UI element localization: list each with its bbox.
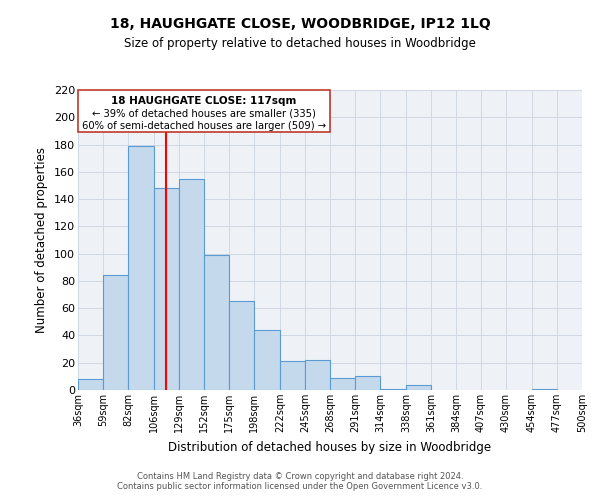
Text: Contains public sector information licensed under the Open Government Licence v3: Contains public sector information licen… [118,482,482,491]
Bar [330,378,355,390]
Bar [103,276,128,390]
Bar [229,302,254,390]
Bar [532,388,557,390]
Bar [355,376,380,390]
X-axis label: Distribution of detached houses by size in Woodbridge: Distribution of detached houses by size … [169,440,491,454]
Bar [254,330,280,390]
Text: 18, HAUGHGATE CLOSE, WOODBRIDGE, IP12 1LQ: 18, HAUGHGATE CLOSE, WOODBRIDGE, IP12 1L… [110,18,490,32]
Text: 60% of semi-detached houses are larger (509) →: 60% of semi-detached houses are larger (… [82,121,326,131]
Bar [154,188,179,390]
Bar [179,178,204,390]
Bar [204,255,229,390]
Bar [380,388,406,390]
Bar [78,379,103,390]
FancyBboxPatch shape [78,90,330,132]
Y-axis label: Number of detached properties: Number of detached properties [35,147,49,333]
Text: Contains HM Land Registry data © Crown copyright and database right 2024.: Contains HM Land Registry data © Crown c… [137,472,463,481]
Bar [305,360,330,390]
Bar [280,362,305,390]
Text: Size of property relative to detached houses in Woodbridge: Size of property relative to detached ho… [124,38,476,51]
Bar [406,384,431,390]
Bar [128,146,154,390]
Text: ← 39% of detached houses are smaller (335): ← 39% of detached houses are smaller (33… [92,108,316,118]
Text: 18 HAUGHGATE CLOSE: 117sqm: 18 HAUGHGATE CLOSE: 117sqm [112,96,296,106]
